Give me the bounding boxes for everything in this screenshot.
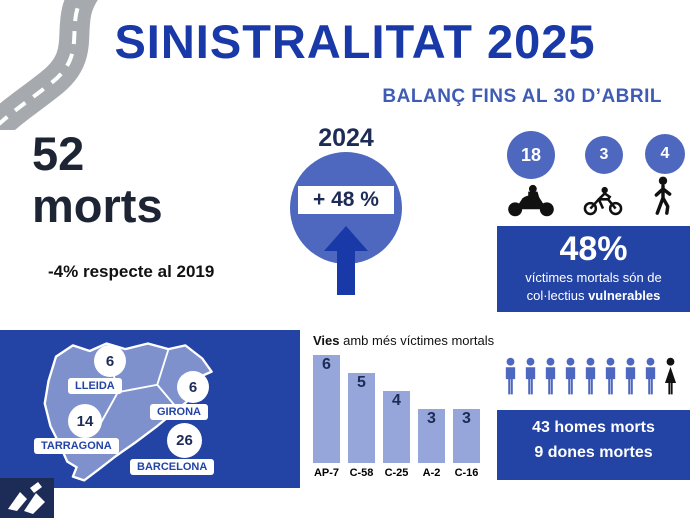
bar-C-16: 3 C-16 xyxy=(453,409,480,480)
deaths-comparison: -4% respecte al 2019 xyxy=(48,262,215,281)
deaths-total: 52 morts xyxy=(32,128,163,231)
vulnerable-line2-bold: vulnerables xyxy=(588,287,661,303)
deaths-label: morts xyxy=(32,178,163,232)
bar-category-label: A-2 xyxy=(422,467,441,479)
bar-chart: 6 AP-7 5 C-58 4 C-25 3 A-2 3 C-16 xyxy=(313,350,480,480)
vulnerable-line1: víctimes mortals són de xyxy=(525,270,662,285)
woman-icon xyxy=(662,356,679,403)
vulnerable-percent: 48% xyxy=(559,230,628,268)
man-icon xyxy=(582,356,599,403)
chart-title-bold: Vies xyxy=(313,333,340,348)
bar-category-label: AP-7 xyxy=(313,467,340,479)
map-label-barcelona: BARCELONA xyxy=(130,459,215,475)
man-icon xyxy=(502,356,519,403)
man-icon xyxy=(562,356,579,403)
map-value-girona: 6 xyxy=(177,371,209,403)
deaths-value: 52 xyxy=(32,127,85,180)
bar-value: 6 xyxy=(322,356,331,373)
map-value-tarragona: 14 xyxy=(68,404,102,438)
cyclist-count: 3 xyxy=(585,136,623,174)
motorcyclist-count: 18 xyxy=(507,131,555,179)
women-deaths-label: 9 dones mortes xyxy=(534,444,653,462)
pedestrian-icon xyxy=(654,176,672,215)
motorcycle-icon xyxy=(508,184,554,217)
chart-title-rest: amb més víctimes mortals xyxy=(339,333,495,348)
map-label-girona: GIRONA xyxy=(150,404,208,420)
arrow-up-icon xyxy=(324,226,368,251)
man-icon xyxy=(542,356,559,403)
vulnerable-line2: col·lectius vulnerables xyxy=(497,287,690,305)
map-label-lleida: LLEIDA xyxy=(68,378,122,394)
gender-icons xyxy=(502,356,679,403)
map-value-lleida: 6 xyxy=(94,345,126,377)
bar-value: 4 xyxy=(392,392,401,409)
transit-logo xyxy=(0,478,54,518)
bar-A-2: 3 A-2 xyxy=(418,409,445,480)
page-title: SINISTRALITAT 2025 xyxy=(114,15,596,68)
man-icon xyxy=(522,356,539,403)
map-label-tarragona: TARRAGONA xyxy=(34,438,119,454)
gender-panel: 43 homes morts 9 dones mortes xyxy=(497,410,690,480)
chart-title: Vies amb més víctimes mortals xyxy=(313,333,494,348)
man-icon xyxy=(622,356,639,403)
bar-category-label: C-25 xyxy=(384,467,409,479)
map-panel: 6 LLEIDA 6 GIRONA 14 TARRAGONA 26 BARCEL… xyxy=(0,330,300,488)
bar-value: 3 xyxy=(462,410,471,427)
bar-category-label: C-16 xyxy=(454,467,479,479)
bicycle-icon xyxy=(583,186,623,216)
yoy-change-badge: + 48 % xyxy=(298,186,394,214)
bar-AP-7: 6 AP-7 xyxy=(313,355,340,480)
man-icon xyxy=(642,356,659,403)
page-subtitle: BALANÇ FINS AL 30 D’ABRIL xyxy=(382,86,662,107)
vulnerable-line2-normal: col·lectius xyxy=(526,287,589,303)
bar-C-25: 4 C-25 xyxy=(383,391,410,480)
arrow-up-stem xyxy=(337,249,355,295)
pedestrian-count: 4 xyxy=(645,134,685,174)
bar-value: 5 xyxy=(357,374,366,391)
man-icon xyxy=(602,356,619,403)
bar-category-label: C-58 xyxy=(349,467,374,479)
vulnerable-panel: 48% víctimes mortals són de col·lectius … xyxy=(497,226,690,312)
road-icon xyxy=(0,0,99,130)
bar-value: 3 xyxy=(427,410,436,427)
bar-C-58: 5 C-58 xyxy=(348,373,375,480)
yoy-year: 2024 xyxy=(318,124,374,152)
map-value-barcelona: 26 xyxy=(167,423,202,458)
men-deaths-label: 43 homes morts xyxy=(532,419,655,436)
